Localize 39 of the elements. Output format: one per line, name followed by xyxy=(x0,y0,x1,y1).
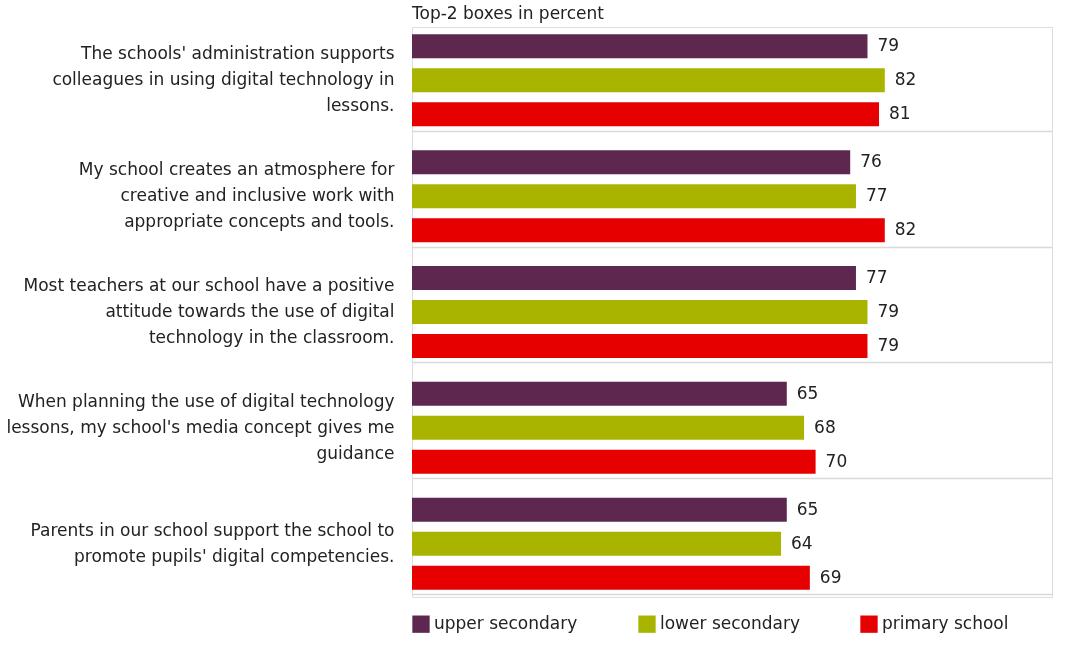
legend-label: lower secondary xyxy=(660,613,800,634)
bar xyxy=(412,449,816,474)
legend-label: primary school xyxy=(882,613,1009,634)
data-label: 68 xyxy=(814,416,836,437)
bar xyxy=(412,531,782,556)
y-tick-label: My school creates an atmosphere for creative and inclusive work with appropriate concepts and tools. xyxy=(78,159,395,232)
data-label: 79 xyxy=(877,301,900,321)
data-label: 76 xyxy=(860,151,882,172)
bar xyxy=(412,218,885,243)
data-label: 64 xyxy=(791,532,813,553)
bar xyxy=(412,150,851,175)
data-label: 82 xyxy=(894,69,917,90)
data-label: 77 xyxy=(865,267,888,288)
bar xyxy=(412,266,856,291)
bar xyxy=(412,184,856,209)
chart-title: Top-2 boxes in percent xyxy=(411,3,605,23)
bar xyxy=(412,300,868,324)
data-label: 81 xyxy=(889,103,911,124)
data-label: 70 xyxy=(825,450,848,471)
legend-label: upper secondary xyxy=(434,613,578,634)
data-label: 65 xyxy=(796,498,819,519)
bar xyxy=(412,333,868,358)
bar xyxy=(412,34,868,59)
bar xyxy=(412,381,787,406)
data-label: 69 xyxy=(819,566,842,587)
data-label: 79 xyxy=(877,334,900,355)
bar xyxy=(412,497,787,522)
bar xyxy=(412,68,885,93)
data-label: 82 xyxy=(894,219,917,240)
y-tick-label: When planning the use of digital technology lessons, my school's media concept gives me guidance xyxy=(6,390,395,463)
y-tick-label: The schools' administration supports colleagues in using digital technology in lessons. xyxy=(52,43,395,116)
y-tick-label: Most teachers at our school have a positive attitude towards the use of digital technology in the classroom. xyxy=(23,275,395,347)
bar xyxy=(412,565,810,590)
data-label: 77 xyxy=(865,185,888,206)
data-label: 79 xyxy=(877,35,900,56)
bar xyxy=(412,102,880,127)
bar xyxy=(412,415,805,440)
data-label: 65 xyxy=(796,382,819,403)
y-tick-label: Parents in our school support the school to promote pupils' digital competencies. xyxy=(30,519,395,566)
